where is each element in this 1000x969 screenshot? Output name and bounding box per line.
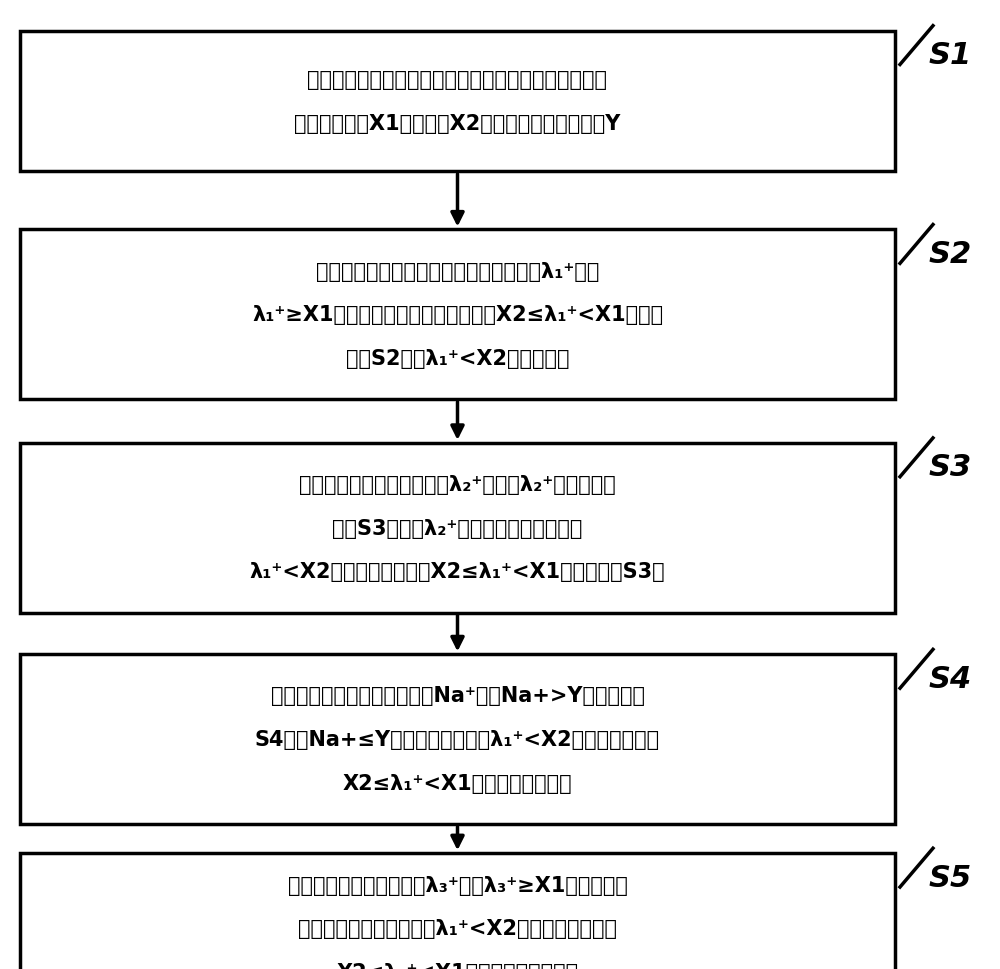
Text: λ₁⁺≥X1，通知操作人员进行处理，若X2≤λ₁⁺<X1，转到: λ₁⁺≥X1，通知操作人员进行处理，若X2≤λ₁⁺<X1，转到: [252, 305, 663, 325]
Text: λ₁⁺<X2，则诊断结束，若X2≤λ₁⁺<X1，转到步骤S3；: λ₁⁺<X2，则诊断结束，若X2≤λ₁⁺<X1，转到步骤S3；: [250, 562, 665, 581]
Text: S3: S3: [928, 453, 972, 482]
Text: S4；若Na+≤Y，人工处理后，若λ₁⁺<X2，诊断结束，若: S4；若Na+≤Y，人工处理后，若λ₁⁺<X2，诊断结束，若: [255, 730, 660, 749]
Text: S4: S4: [928, 665, 972, 693]
Text: S5: S5: [928, 863, 972, 891]
Text: 检测主蒸汽系统的阳电导率λ₂⁺，如果λ₂⁺正常，转到: 检测主蒸汽系统的阳电导率λ₂⁺，如果λ₂⁺正常，转到: [299, 475, 616, 494]
Text: S2: S2: [928, 240, 972, 268]
Text: 步骤S3，如果λ₂⁺异常，人工处理后，若: 步骤S3，如果λ₂⁺异常，人工处理后，若: [332, 518, 583, 538]
Bar: [20, 854, 895, 969]
Text: X2≤λ₁⁺<X1，记录故障详细内容: X2≤λ₁⁺<X1，记录故障详细内容: [336, 962, 579, 969]
Text: 检测凝结水系统的钠离子浓度Na⁺，若Na+>Y，转到步骤: 检测凝结水系统的钠离子浓度Na⁺，若Na+>Y，转到步骤: [270, 686, 644, 705]
Bar: [20, 655, 895, 824]
Text: 导率的控制值X1和期望值X2，以及钠离子浓度限值Y: 导率的控制值X1和期望值X2，以及钠离子浓度限值Y: [294, 113, 621, 134]
Text: 步骤S2，若λ₁⁺<X2，诊断结束: 步骤S2，若λ₁⁺<X2，诊断结束: [346, 349, 569, 368]
Text: 实时监测凝结水泵出口母管处的阳电导率λ₁⁺，若: 实时监测凝结水泵出口母管处的阳电导率λ₁⁺，若: [316, 262, 599, 281]
Text: 检修；待检修完成后，若λ₁⁺<X2，则诊断结束，若: 检修；待检修完成后，若λ₁⁺<X2，则诊断结束，若: [298, 919, 617, 938]
Text: S1: S1: [928, 42, 972, 70]
Text: 根据核电厂机组的实际运行状况，设定凝结水系统阳电: 根据核电厂机组的实际运行状况，设定凝结水系统阳电: [308, 70, 608, 90]
Text: X2≤λ₁⁺<X1，通知人工诊断；: X2≤λ₁⁺<X1，通知人工诊断；: [343, 773, 572, 793]
Bar: [20, 444, 895, 612]
Bar: [20, 32, 895, 172]
Bar: [20, 231, 895, 399]
Text: 检测凝汽器处的阳电导率λ₃⁺，若λ₃⁺≥X1，通知人工: 检测凝汽器处的阳电导率λ₃⁺，若λ₃⁺≥X1，通知人工: [288, 875, 627, 894]
